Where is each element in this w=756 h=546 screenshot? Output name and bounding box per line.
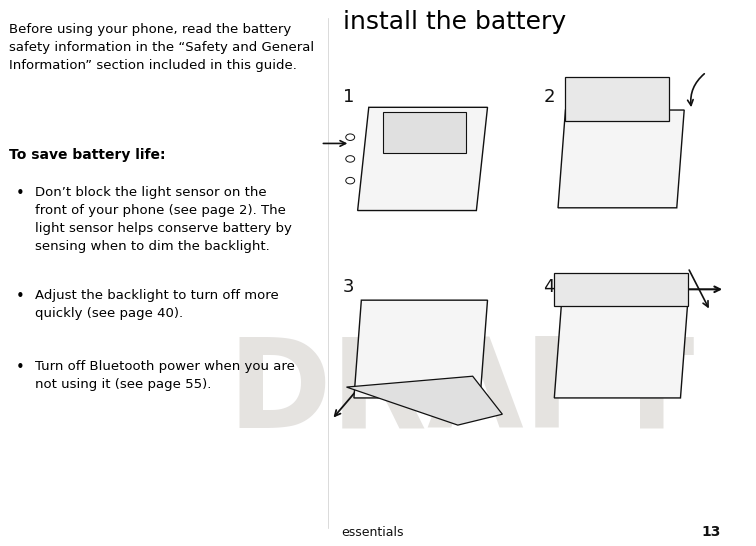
Text: 3: 3 [342,278,355,296]
Text: 2: 2 [543,88,555,106]
Polygon shape [383,112,466,153]
Text: Adjust the backlight to turn off more
quickly (see page 40).: Adjust the backlight to turn off more qu… [35,289,278,321]
Polygon shape [358,108,488,211]
Text: Turn off Bluetooth power when you are
not using it (see page 55).: Turn off Bluetooth power when you are no… [35,360,295,391]
Text: •: • [16,186,24,201]
Text: 13: 13 [702,525,721,539]
Text: Before using your phone, read the battery
safety information in the “Safety and : Before using your phone, read the batter… [9,23,314,72]
Text: install the battery: install the battery [342,9,566,33]
Polygon shape [554,300,688,398]
Text: •: • [16,360,24,375]
Polygon shape [354,300,488,398]
Text: 4: 4 [543,278,555,296]
Polygon shape [565,78,669,121]
Text: To save battery life:: To save battery life: [9,148,166,162]
Polygon shape [558,110,684,208]
Text: 1: 1 [342,88,354,106]
Polygon shape [554,273,688,306]
Polygon shape [346,376,502,425]
Text: essentials: essentials [341,526,404,539]
Text: •: • [16,289,24,304]
Text: DRAFT: DRAFT [228,332,696,453]
Text: Don’t block the light sensor on the
front of your phone (see page 2). The
light : Don’t block the light sensor on the fron… [35,186,292,253]
